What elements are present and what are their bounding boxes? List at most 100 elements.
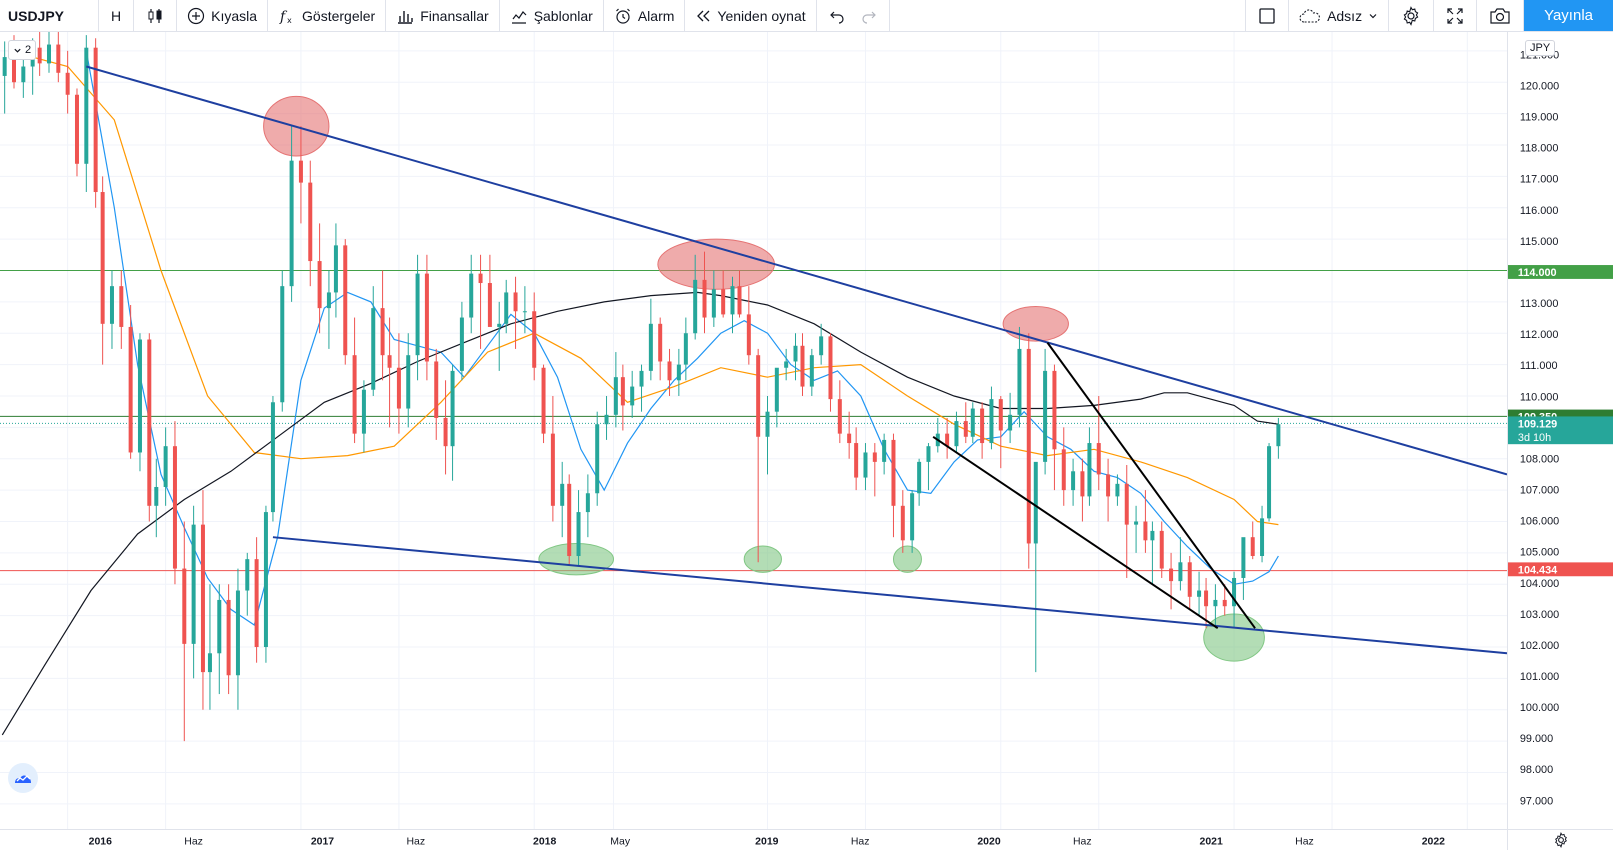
- candle[interactable]: [784, 348, 789, 381]
- candle[interactable]: [872, 443, 877, 497]
- candle[interactable]: [560, 461, 565, 538]
- candle[interactable]: [1026, 333, 1031, 569]
- candle[interactable]: [1087, 427, 1092, 506]
- candle[interactable]: [989, 386, 994, 450]
- candle[interactable]: [1052, 364, 1057, 491]
- candle[interactable]: [765, 395, 770, 475]
- candle[interactable]: [497, 301, 502, 371]
- trendline[interactable]: [86, 65, 1507, 476]
- candle[interactable]: [1222, 584, 1227, 616]
- ellipse-annotation[interactable]: [892, 545, 922, 573]
- candle[interactable]: [1250, 521, 1255, 560]
- tradingview-logo[interactable]: [8, 763, 38, 793]
- candle[interactable]: [182, 521, 187, 742]
- candle[interactable]: [945, 417, 950, 459]
- alert-button[interactable]: Alarm: [604, 0, 686, 31]
- symbol-search-button[interactable]: USDJPY: [0, 0, 99, 31]
- replay-button[interactable]: Yeniden oynat: [685, 0, 817, 31]
- candle[interactable]: [396, 333, 401, 434]
- candle[interactable]: [1197, 571, 1202, 616]
- candle[interactable]: [1071, 458, 1076, 506]
- candle[interactable]: [863, 443, 868, 491]
- candle[interactable]: [585, 474, 590, 538]
- candle[interactable]: [270, 395, 275, 522]
- candle[interactable]: [613, 352, 618, 428]
- candle[interactable]: [683, 317, 688, 381]
- fullscreen-toggle-button[interactable]: [1245, 0, 1290, 31]
- candle[interactable]: [1260, 505, 1265, 563]
- candle[interactable]: [1150, 521, 1155, 585]
- candle[interactable]: [163, 427, 168, 506]
- candle[interactable]: [532, 292, 537, 381]
- candle[interactable]: [980, 402, 985, 459]
- candle[interactable]: [200, 490, 205, 710]
- candle[interactable]: [469, 254, 474, 334]
- ellipse-annotation[interactable]: [538, 542, 615, 576]
- candle[interactable]: [361, 380, 366, 453]
- candle[interactable]: [702, 251, 707, 334]
- candle[interactable]: [648, 298, 653, 381]
- candle[interactable]: [1134, 505, 1139, 553]
- candle[interactable]: [1008, 392, 1013, 444]
- candle[interactable]: [380, 270, 385, 381]
- candle[interactable]: [37, 32, 42, 76]
- candle[interactable]: [774, 367, 779, 428]
- candle[interactable]: [917, 458, 922, 506]
- candle[interactable]: [1267, 443, 1272, 522]
- candle[interactable]: [226, 584, 231, 695]
- candle[interactable]: [56, 32, 61, 83]
- candle[interactable]: [667, 348, 672, 396]
- candle[interactable]: [308, 160, 313, 287]
- candle[interactable]: [1187, 556, 1192, 610]
- candle[interactable]: [100, 176, 105, 365]
- candle[interactable]: [1124, 465, 1129, 578]
- candle[interactable]: [371, 286, 376, 396]
- candle[interactable]: [900, 490, 905, 553]
- settings-button[interactable]: [1389, 0, 1435, 31]
- interval-button[interactable]: H: [99, 0, 135, 31]
- chart-settings-corner[interactable]: [1507, 829, 1613, 850]
- candle[interactable]: [1159, 521, 1164, 578]
- candle[interactable]: [2, 41, 7, 114]
- candle[interactable]: [809, 348, 814, 396]
- candle[interactable]: [263, 505, 268, 663]
- candle[interactable]: [522, 286, 527, 334]
- candle[interactable]: [676, 348, 681, 396]
- maximize-button[interactable]: [1434, 0, 1478, 31]
- candle[interactable]: [280, 270, 285, 412]
- candle[interactable]: [658, 317, 663, 381]
- price-chart[interactable]: [0, 32, 1507, 829]
- candle[interactable]: [595, 411, 600, 506]
- publish-button[interactable]: Yayınla: [1524, 0, 1613, 31]
- candle[interactable]: [1080, 458, 1085, 522]
- price-tag[interactable]: 114.000: [1508, 265, 1613, 279]
- candle[interactable]: [819, 323, 824, 365]
- candle[interactable]: [65, 50, 70, 114]
- candle[interactable]: [235, 568, 240, 710]
- candle[interactable]: [711, 270, 716, 327]
- candle[interactable]: [954, 411, 959, 453]
- candle[interactable]: [154, 458, 159, 538]
- candle[interactable]: [147, 333, 152, 522]
- candle[interactable]: [254, 537, 259, 663]
- candle[interactable]: [926, 443, 931, 491]
- candle[interactable]: [604, 395, 609, 440]
- templates-button[interactable]: Şablonlar: [500, 0, 604, 31]
- price-axis[interactable]: 121.000120.000119.000118.000117.000116.0…: [1507, 32, 1613, 829]
- candle[interactable]: [1169, 552, 1174, 610]
- layout-menu-button[interactable]: Adsız: [1289, 0, 1390, 31]
- candle[interactable]: [326, 270, 331, 349]
- undo-button[interactable]: [817, 0, 849, 31]
- moving-average-line[interactable]: [85, 50, 1279, 626]
- time-axis[interactable]: 2016 Haz 2017 Haz 2018 May 2019 Haz 2020 Haz 2021 H…: [0, 829, 1507, 850]
- candle[interactable]: [415, 254, 420, 381]
- candle[interactable]: [891, 433, 896, 538]
- candle[interactable]: [1017, 326, 1022, 428]
- candle[interactable]: [191, 505, 196, 679]
- candle[interactable]: [137, 333, 142, 472]
- candle[interactable]: [737, 270, 742, 318]
- candle[interactable]: [793, 333, 798, 381]
- candle[interactable]: [443, 380, 448, 475]
- candle[interactable]: [289, 126, 294, 302]
- compare-button[interactable]: Kıyasla: [177, 0, 269, 31]
